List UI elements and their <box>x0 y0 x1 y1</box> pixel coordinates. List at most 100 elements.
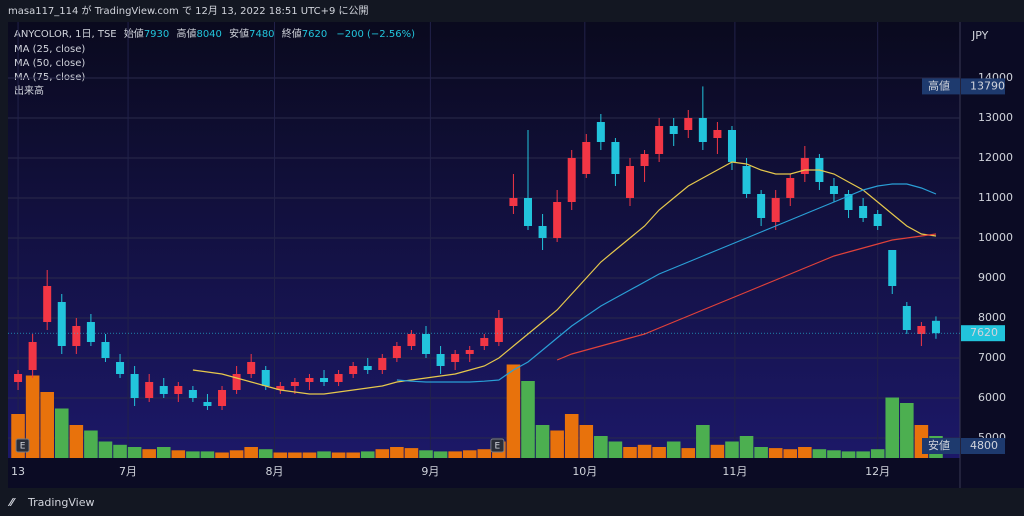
open-label: 始値 <box>124 27 144 40</box>
volume-bar <box>113 444 127 458</box>
volume-bar <box>521 381 535 458</box>
close-value: 7620 <box>302 29 327 40</box>
volume-bar <box>54 408 69 458</box>
candle-body <box>101 342 110 358</box>
candle-body <box>800 158 809 174</box>
legend-line: ANYCOLOR, 1日, TSE 始値7930 高値8040 安値7480 終… <box>14 27 415 40</box>
volume-bar <box>229 450 244 458</box>
candle-body <box>582 142 591 174</box>
candle-body <box>684 118 693 130</box>
candle-body <box>757 194 766 218</box>
candle-body <box>378 358 387 370</box>
volume-bar <box>827 450 841 458</box>
y-tick-label: 7000 <box>978 351 1006 364</box>
candle-body <box>713 130 722 138</box>
y-tick-label: 10000 <box>978 231 1013 244</box>
candle-body <box>392 346 401 358</box>
candle-body <box>523 198 533 226</box>
volume-bar <box>579 425 594 458</box>
volume-bar <box>346 452 360 458</box>
time-axis <box>8 458 960 488</box>
ma-line <box>192 161 937 395</box>
volume-bar <box>652 447 666 458</box>
candle-body <box>305 378 314 382</box>
price-tag-name: 安値 <box>928 438 950 452</box>
high-label: 高値 <box>176 27 196 40</box>
price-tag-name: 高値 <box>928 78 950 92</box>
candle-body <box>786 178 795 198</box>
candle-body <box>451 354 460 362</box>
x-tick-label: 11月 <box>722 465 747 478</box>
candle-body <box>567 158 576 202</box>
candle-body <box>116 362 125 374</box>
candle-body <box>159 386 168 394</box>
volume-bar <box>768 448 783 458</box>
candle-body <box>57 302 66 346</box>
volume-bar <box>127 447 142 458</box>
price-tag-box <box>922 78 960 95</box>
volume-bar <box>40 392 54 458</box>
candle-body <box>538 226 547 238</box>
candle-body <box>859 206 868 218</box>
candle-body <box>290 382 299 386</box>
x-tick-label: 10月 <box>572 465 597 478</box>
volume-bar <box>783 449 798 458</box>
candle-body <box>640 154 649 166</box>
volume-bar <box>564 414 579 458</box>
event-label: E <box>495 442 501 452</box>
volume-bar <box>448 451 462 458</box>
last-price-label: 7620 <box>970 326 998 339</box>
candle-body <box>625 166 634 198</box>
candle-body <box>130 374 139 398</box>
volume-bar <box>200 451 215 458</box>
candle-body <box>320 378 329 382</box>
price-tag-box <box>961 78 1005 95</box>
candle-body <box>276 386 285 390</box>
candle-body <box>436 354 445 366</box>
candle-body <box>465 350 474 354</box>
candle-body <box>596 122 605 142</box>
candle-body <box>145 382 154 398</box>
ma-line <box>396 183 937 383</box>
candle-body <box>655 126 664 154</box>
event-badge[interactable] <box>15 438 30 453</box>
volume-bar <box>215 452 229 458</box>
volume-bar <box>244 447 258 458</box>
candle-body <box>43 286 52 322</box>
candle-body <box>888 250 897 286</box>
high-value: 8040 <box>196 29 221 40</box>
volume-bar <box>25 375 40 458</box>
header: masa117_114 が TradingView.com で 12月 13, … <box>8 4 369 17</box>
candle-body <box>218 390 227 406</box>
logo-mark: ⁄⁄ <box>7 496 17 509</box>
candle-body <box>86 322 95 342</box>
volume-bar <box>637 444 652 458</box>
volume-bar <box>462 450 477 458</box>
volume-bar <box>404 448 419 458</box>
volume-bar <box>69 425 84 458</box>
price-tag-box <box>961 438 1005 454</box>
indicator: 出来高 <box>14 84 44 97</box>
volume-bar <box>856 451 870 458</box>
price-tag-value: 13790 <box>970 79 1005 92</box>
candle-body <box>28 342 37 370</box>
candle-body <box>771 198 780 222</box>
candle-body <box>917 326 926 334</box>
event-badge[interactable] <box>490 438 505 453</box>
ma-line <box>556 233 937 361</box>
volume-bar <box>288 452 302 458</box>
close-label: 終値 <box>282 27 302 40</box>
volume-bar <box>754 447 768 458</box>
y-tick-label: 13000 <box>978 111 1013 124</box>
volume-bar <box>258 449 273 458</box>
volume-bar <box>710 444 725 458</box>
candle-body <box>553 202 562 238</box>
candle-body <box>334 374 343 382</box>
candle-body <box>261 370 270 386</box>
volume-bar <box>623 447 637 458</box>
candle-body <box>422 334 431 354</box>
volume-bar <box>433 451 448 458</box>
volume-bar <box>98 441 113 458</box>
price-tag-value: 4800 <box>970 439 998 452</box>
